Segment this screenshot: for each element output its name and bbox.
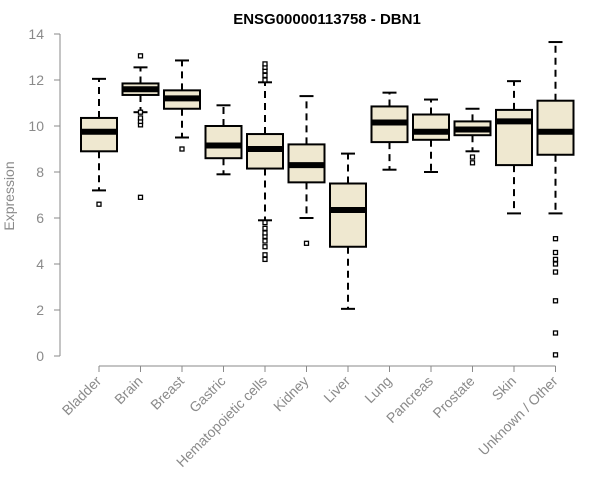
y-tick-label: 6 xyxy=(36,210,44,226)
outlier-point xyxy=(469,160,476,166)
outlier-point xyxy=(179,146,185,152)
box-group xyxy=(287,95,326,246)
outlier-point xyxy=(137,194,144,200)
box-iqr xyxy=(495,108,533,167)
box-group xyxy=(453,107,492,166)
outlier-point xyxy=(137,115,144,121)
y-tick-label: 0 xyxy=(36,348,44,364)
y-tick-label: 2 xyxy=(36,302,44,318)
outlier-point xyxy=(552,256,559,263)
outlier-point xyxy=(262,72,268,79)
x-tick-label: Unknown / Other xyxy=(475,373,561,459)
y-tick-label: 4 xyxy=(36,256,44,272)
box-group xyxy=(121,53,160,200)
outlier-point xyxy=(262,230,268,236)
y-axis: 0 2 4 6 8 10 12 14 xyxy=(28,26,61,364)
x-tick-label: Brain xyxy=(111,373,145,407)
outlier-point xyxy=(262,61,268,67)
box-iqr xyxy=(536,99,575,156)
x-tick-label: Kidney xyxy=(270,373,312,415)
x-tick-label: Lung xyxy=(361,373,394,406)
box-iqr xyxy=(204,125,243,160)
box-group xyxy=(412,98,450,173)
box-group xyxy=(495,80,533,215)
outlier-point xyxy=(262,77,268,83)
box-group xyxy=(536,41,575,358)
box-iqr xyxy=(329,182,367,248)
outlier-point xyxy=(262,244,268,250)
outlier-point xyxy=(262,252,268,258)
box-group xyxy=(163,59,201,152)
x-tick-label: Prostate xyxy=(429,373,477,421)
plot-area xyxy=(80,41,575,358)
chart-title: ENSG00000113758 - DBN1 xyxy=(233,11,421,28)
outlier-point xyxy=(552,330,559,336)
outlier-point xyxy=(552,269,559,275)
outlier-point xyxy=(552,298,559,304)
outlier-point xyxy=(469,154,476,160)
outlier-point xyxy=(262,219,268,226)
box-group xyxy=(204,104,243,176)
box-group xyxy=(370,91,409,171)
outlier-point xyxy=(137,53,144,59)
outlier-point xyxy=(262,238,268,244)
outlier-point xyxy=(262,256,268,263)
y-tick-label: 14 xyxy=(28,26,44,42)
box-group xyxy=(80,77,118,207)
y-axis-label: Expression xyxy=(1,161,17,230)
box-group xyxy=(246,61,284,263)
box-iqr xyxy=(412,113,450,141)
y-tick-label: 8 xyxy=(36,164,44,180)
outlier-point xyxy=(96,201,102,207)
outlier-point xyxy=(262,225,268,232)
x-tick-label: Bladder xyxy=(59,373,105,419)
y-tick-label: 12 xyxy=(28,72,44,88)
x-tick-label: Liver xyxy=(320,373,353,406)
x-tick-label: Breast xyxy=(147,373,187,413)
outlier-point xyxy=(303,240,310,246)
box-group xyxy=(329,152,367,310)
y-tick-label: 10 xyxy=(28,118,44,134)
outlier-point xyxy=(552,236,559,242)
outlier-point xyxy=(552,249,559,256)
outlier-point xyxy=(552,261,559,267)
outlier-point xyxy=(137,109,144,115)
x-tick-label: Skin xyxy=(489,373,520,404)
outlier-point xyxy=(552,352,559,358)
